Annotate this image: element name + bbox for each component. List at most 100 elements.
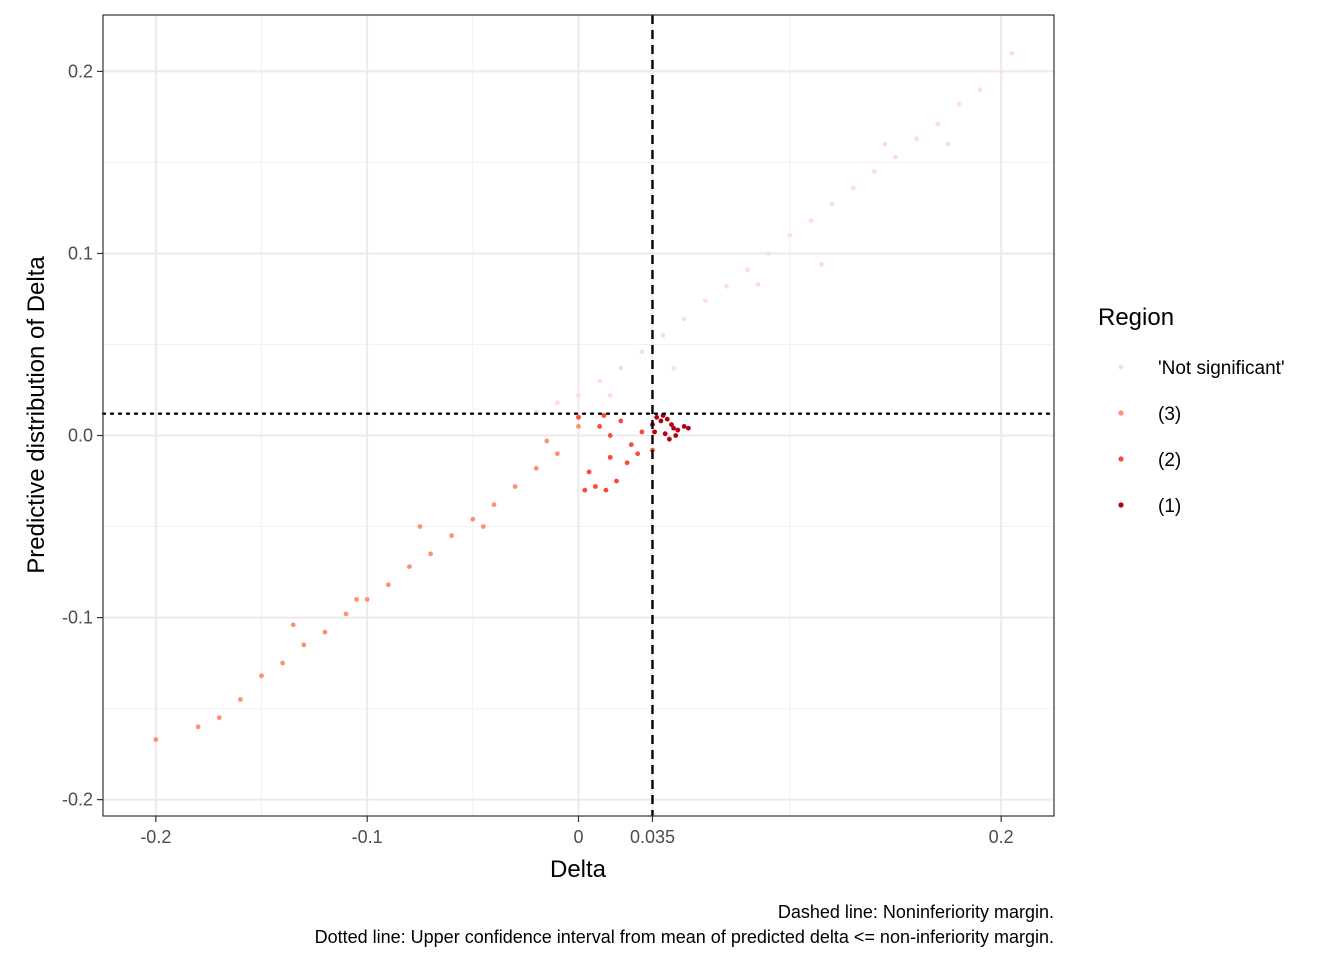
data-point xyxy=(755,282,761,287)
x-axis-ticks: -0.2 -0.1 0 0.035 0.2 xyxy=(140,816,1014,847)
data-point xyxy=(576,393,581,398)
data-point xyxy=(607,454,613,460)
y-axis-ticks: -0.2 -0.1 0.0 0.1 0.2 xyxy=(62,61,103,810)
data-point xyxy=(259,673,264,679)
legend-key xyxy=(1118,456,1124,462)
data-point xyxy=(662,431,668,437)
legend-key xyxy=(1118,364,1124,370)
scatter-points xyxy=(153,50,1015,742)
data-point xyxy=(322,629,328,635)
data-point xyxy=(671,365,676,371)
data-point xyxy=(385,582,391,588)
data-point xyxy=(354,596,359,602)
x-tick-label: 0 xyxy=(573,827,583,847)
data-point xyxy=(681,424,687,429)
data-point xyxy=(702,298,708,304)
data-point xyxy=(652,429,657,435)
legend: Region 'Not significant' (3) (2) (1) xyxy=(1098,304,1285,517)
data-point xyxy=(407,564,412,569)
data-point xyxy=(618,365,624,371)
y-tick-label: 0.2 xyxy=(68,61,93,81)
x-tick-label: 0.035 xyxy=(630,827,675,847)
data-point xyxy=(301,642,307,648)
data-point xyxy=(290,622,296,628)
data-point xyxy=(607,393,613,398)
data-point xyxy=(607,433,613,438)
x-tick-label: -0.2 xyxy=(140,827,171,847)
data-point xyxy=(237,697,243,702)
x-tick-label: 0.2 xyxy=(989,827,1014,847)
grid xyxy=(103,15,1054,816)
data-point xyxy=(470,516,476,522)
data-point xyxy=(597,378,603,384)
data-point xyxy=(343,611,349,617)
data-point xyxy=(639,349,645,355)
legend-title: Region xyxy=(1098,304,1174,331)
data-point xyxy=(512,484,518,489)
data-point xyxy=(745,267,750,273)
data-point xyxy=(582,487,588,493)
caption-dashed-line: Dashed line: Noninferiority margin. xyxy=(778,902,1054,922)
data-point xyxy=(882,141,888,147)
y-axis-title: Predictive distribution of Delta xyxy=(23,256,50,574)
legend-key xyxy=(1118,502,1124,508)
data-point xyxy=(977,87,983,93)
data-point xyxy=(280,660,286,666)
y-tick-label: -0.1 xyxy=(62,608,93,628)
caption-dotted-line: Dotted line: Upper confidence interval f… xyxy=(315,927,1054,947)
data-point xyxy=(945,141,951,147)
data-point xyxy=(658,418,664,424)
data-point xyxy=(614,478,619,484)
legend-label: (2) xyxy=(1158,450,1181,471)
data-point xyxy=(603,487,609,493)
data-point xyxy=(675,427,681,433)
legend-label: (3) xyxy=(1158,404,1181,425)
legend-key xyxy=(1118,410,1124,416)
data-point xyxy=(628,442,634,448)
data-point xyxy=(829,201,835,207)
legend-entries: 'Not significant' (3) (2) (1) xyxy=(1118,358,1285,517)
x-tick-label: -0.1 xyxy=(352,827,383,847)
data-point xyxy=(153,737,159,742)
data-point xyxy=(671,425,676,431)
data-point xyxy=(601,413,607,418)
legend-label: 'Not significant' xyxy=(1158,358,1285,379)
data-point xyxy=(639,429,645,435)
y-tick-label: 0.0 xyxy=(68,426,93,446)
data-point xyxy=(481,524,486,529)
data-point xyxy=(724,283,729,289)
data-point xyxy=(554,400,560,406)
data-point xyxy=(660,333,666,338)
y-tick-label: -0.2 xyxy=(62,790,93,810)
data-point xyxy=(417,524,423,529)
data-point xyxy=(618,418,624,424)
data-point xyxy=(491,502,497,508)
data-point xyxy=(685,425,691,431)
data-point xyxy=(554,451,560,457)
data-point xyxy=(914,136,920,142)
data-point xyxy=(364,596,370,602)
data-point xyxy=(216,715,222,721)
data-point xyxy=(998,69,1004,74)
data-point xyxy=(893,154,898,160)
data-point xyxy=(533,465,539,471)
reference-lines xyxy=(101,15,1056,816)
data-point xyxy=(956,101,962,107)
data-point xyxy=(850,185,856,191)
data-point xyxy=(576,424,581,429)
data-point xyxy=(935,121,941,127)
data-point xyxy=(195,724,201,730)
data-point xyxy=(664,416,670,422)
data-point xyxy=(787,232,793,238)
data-point xyxy=(871,169,877,174)
data-point xyxy=(624,460,630,466)
data-point xyxy=(593,484,598,489)
data-point xyxy=(586,469,592,475)
data-point xyxy=(635,451,641,457)
data-point xyxy=(1009,50,1015,56)
data-point xyxy=(673,433,679,438)
data-point xyxy=(654,414,660,420)
data-point xyxy=(597,424,603,429)
data-point xyxy=(681,316,687,322)
